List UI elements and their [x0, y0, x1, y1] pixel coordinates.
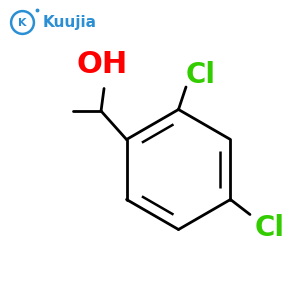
Text: Cl: Cl — [186, 61, 216, 89]
Text: K: K — [18, 17, 27, 28]
Text: OH: OH — [77, 50, 128, 79]
Text: Kuujia: Kuujia — [43, 15, 97, 30]
Text: Cl: Cl — [254, 214, 284, 242]
